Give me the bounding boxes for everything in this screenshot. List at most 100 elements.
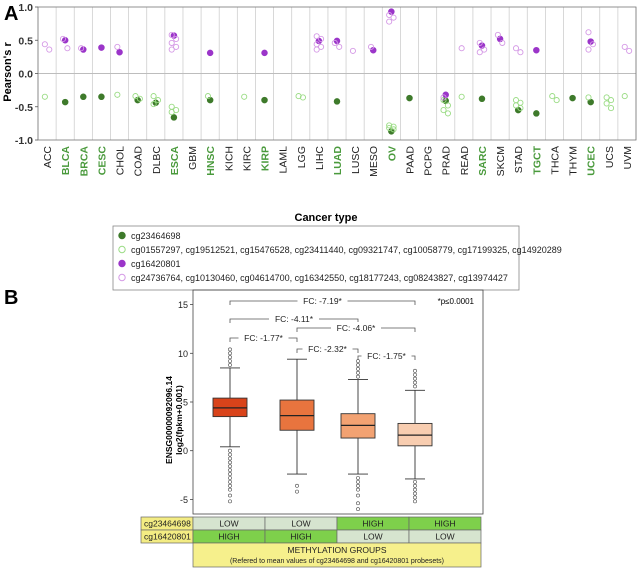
data-point-open-purple xyxy=(331,39,338,46)
data-point-open-purple xyxy=(318,43,325,50)
data-point-open-green xyxy=(41,93,48,100)
data-point-filled-green xyxy=(333,98,341,105)
legend-marker-open-purple xyxy=(118,273,126,282)
data-point-open-purple xyxy=(168,46,175,53)
data-point-open-green xyxy=(168,109,175,116)
legend-marker-open-green xyxy=(118,245,126,254)
x-tick-label-kirp: KIRP xyxy=(260,146,272,171)
y-tick-label: 0.5 xyxy=(18,35,33,47)
data-point-open-purple xyxy=(476,49,483,56)
table-footer-subtitle: (Refered to mean values of cg23464698 an… xyxy=(230,558,444,565)
data-point-open-green xyxy=(386,122,393,129)
data-point-open-green xyxy=(553,97,560,104)
outlier-point xyxy=(228,472,232,476)
data-point-open-purple xyxy=(386,18,393,25)
fold-change-label: FC: -4.11* xyxy=(275,314,314,324)
x-tick-label-acc: ACC xyxy=(42,146,54,169)
data-point-open-green xyxy=(603,94,610,101)
data-point-filled-green xyxy=(98,93,105,101)
y-tick-label: 5 xyxy=(183,398,188,408)
x-tick-label-chol: CHOL xyxy=(115,146,127,175)
panel-a-grid xyxy=(37,7,637,140)
outlier-point xyxy=(228,476,232,480)
data-point-open-purple xyxy=(46,46,53,53)
x-tick-label-pcpg: PCPG xyxy=(423,146,435,176)
x-tick-label-paad: PAAD xyxy=(404,146,416,174)
outlier-point xyxy=(228,460,232,465)
data-point-open-purple xyxy=(585,29,592,36)
x-tick-label-skcm: SKCM xyxy=(495,146,507,176)
x-tick-label-thym: THYM xyxy=(568,146,580,176)
data-point-open-green xyxy=(517,105,524,112)
data-point-open-purple xyxy=(168,31,175,38)
outlier-point xyxy=(413,483,417,488)
box-group-2 xyxy=(279,358,315,494)
x-tick-label-ov: OV xyxy=(386,146,398,161)
x-tick-label-luad: LUAD xyxy=(332,146,344,176)
data-point-open-purple xyxy=(476,39,483,46)
outlier-point xyxy=(413,487,417,492)
significance-note: *p≤0.0001 xyxy=(438,297,475,306)
fold-change-label: FC: -2.32* xyxy=(308,344,347,354)
fold-change-label: FC: -7.19* xyxy=(303,296,342,306)
data-point-open-green xyxy=(150,93,157,100)
data-point-filled-green xyxy=(533,110,540,117)
table-group-value: HIGH xyxy=(218,532,239,542)
data-point-open-purple xyxy=(41,41,48,48)
data-point-open-purple xyxy=(367,43,375,50)
outlier-point xyxy=(356,363,360,367)
data-point-open-green xyxy=(136,95,143,102)
data-point-filled-green xyxy=(569,94,576,102)
x-tick-label-read: READ xyxy=(459,146,471,176)
x-tick-label-kich: KICH xyxy=(223,146,235,171)
data-point-open-purple xyxy=(173,35,180,42)
data-point-open-purple xyxy=(481,46,488,53)
data-point-open-green xyxy=(621,93,628,100)
data-point-open-purple xyxy=(517,49,524,56)
x-tick-label-dlbc: DLBC xyxy=(151,146,163,174)
data-point-open-purple xyxy=(512,45,520,52)
y-tick-label: 10 xyxy=(178,349,188,359)
data-point-open-purple xyxy=(626,47,633,54)
data-point-open-purple xyxy=(64,45,71,52)
comparison-bracket: FC: -2.32* xyxy=(296,343,359,354)
legend-marker-filled-purple xyxy=(118,259,126,268)
data-point-open-purple xyxy=(173,43,180,50)
data-point-open-purple xyxy=(114,43,121,50)
data-point-open-green xyxy=(549,93,556,100)
y-tick-label: 15 xyxy=(178,300,188,310)
table-footer xyxy=(192,542,482,568)
x-tick-label-blca: BLCA xyxy=(60,146,72,176)
x-tick-label-lusc: LUSC xyxy=(350,146,362,174)
table-group-value: LOW xyxy=(435,532,454,542)
data-point-filled-purple xyxy=(261,49,268,57)
data-point-open-green xyxy=(299,94,307,101)
panel-b-y-axis-label-line1: ENSG00000092096.14 xyxy=(164,376,174,464)
outlier-point xyxy=(356,374,360,379)
x-tick-label-cesc: CESC xyxy=(96,146,108,176)
outlier-point xyxy=(356,493,360,498)
data-point-open-green xyxy=(132,93,139,100)
data-point-open-green xyxy=(204,93,212,100)
outlier-point xyxy=(413,384,417,389)
panel-a-legend: cg23464698 cg01557297, cg19512521, cg1547… xyxy=(118,231,562,283)
table-footer-title: METHYLATION GROUPS xyxy=(287,545,386,555)
data-point-open-purple xyxy=(499,39,506,46)
data-point-open-green xyxy=(154,97,162,104)
table-probe-label: cg16420801 xyxy=(144,532,191,542)
legend-label: cg23464698 xyxy=(131,231,181,241)
data-point-open-green xyxy=(607,97,615,104)
outlier-point xyxy=(356,366,360,371)
comparison-bracket: FC: -4.06* xyxy=(296,322,416,333)
table-probe-label: cg23464698 xyxy=(144,519,191,529)
outlier-point xyxy=(413,479,417,484)
fold-change-label: FC: -1.75* xyxy=(367,351,406,361)
data-point-open-green xyxy=(444,110,451,117)
x-tick-label-lgg: LGG xyxy=(296,146,308,168)
outlier-point xyxy=(356,501,360,506)
bracket-label-bg xyxy=(331,322,381,333)
x-tick-label-thca: THCA xyxy=(549,146,561,175)
fold-change-label: FC: -1.77* xyxy=(244,333,283,343)
outlier-point xyxy=(413,380,417,385)
